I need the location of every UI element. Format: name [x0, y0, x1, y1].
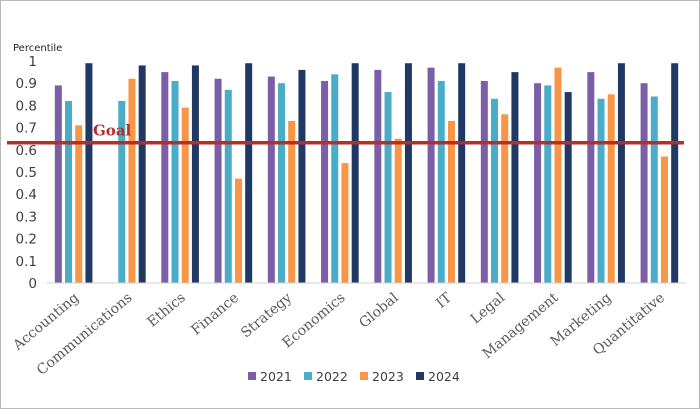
bar-2023-ethics [181, 107, 189, 284]
bar-2022-management [544, 85, 552, 283]
bar-2024-ethics [191, 65, 199, 283]
x-tick-label: Ethics [144, 290, 188, 331]
bar-2022-accounting [65, 100, 73, 284]
bar-2023-accounting [75, 125, 83, 283]
bar-2024-economics [351, 63, 359, 283]
y-tick-label: 0.5 [16, 165, 37, 181]
bar-2021-management [534, 83, 542, 283]
bar-2021-it [427, 67, 435, 283]
legend-label-2021: 2021 [260, 369, 292, 384]
bar-2021-finance [214, 78, 222, 283]
bar-2021-accounting [54, 85, 62, 283]
bar-2021-strategy [267, 76, 275, 283]
bar-2024-communications [138, 65, 146, 283]
goal-label: Goal [93, 122, 132, 140]
bar-2024-global [404, 63, 412, 283]
bar-2024-legal [511, 72, 519, 283]
y-tick-label: 0 [28, 276, 37, 292]
legend-label-2023: 2023 [372, 369, 404, 384]
legend-swatch-2024 [416, 372, 424, 380]
legend-swatch-2021 [248, 372, 256, 380]
bar-2022-finance [224, 89, 232, 283]
legend-label-2024: 2024 [428, 369, 460, 384]
y-tick-label: 0.4 [16, 187, 37, 203]
bar-2022-it [437, 80, 445, 283]
legend-swatch-2023 [360, 372, 368, 380]
bar-2023-communications [128, 78, 136, 283]
bar-2024-finance [245, 63, 253, 283]
bar-2022-global [384, 92, 392, 283]
bar-2023-global [394, 138, 402, 283]
bar-2022-quantitative [650, 96, 658, 284]
goal-line-group: Goal [7, 122, 684, 145]
bar-2022-economics [331, 74, 339, 283]
y-tick-label: 0.6 [16, 143, 37, 159]
bar-2022-legal [491, 98, 499, 284]
bar-2024-accounting [85, 63, 93, 283]
y-tick-labels: 0 0.1 0.2 0.3 0.4 0.5 0.6 0.7 0.8 0.9 1 [16, 54, 37, 292]
x-tick-label: Legal [468, 289, 509, 327]
y-axis-label: Percentile [13, 43, 62, 54]
bar-2024-management [564, 92, 572, 283]
y-tick-label: 0.1 [16, 254, 37, 270]
y-tick-label: 0.3 [16, 209, 37, 225]
bar-2023-it [447, 120, 455, 283]
bar-2022-marketing [597, 98, 605, 284]
bar-2023-legal [501, 114, 509, 283]
y-tick-label: 0.7 [16, 121, 37, 137]
x-tick-label: Finance [188, 290, 242, 339]
x-tick-label: IT [433, 289, 455, 311]
bar-2022-ethics [171, 80, 179, 283]
legend: 2021 2022 2023 2024 [248, 369, 460, 384]
bar-2023-management [554, 67, 562, 283]
bar-2024-strategy [298, 69, 306, 283]
y-tick-label: 1 [28, 54, 37, 70]
bar-2024-marketing [617, 63, 625, 283]
bar-2021-legal [480, 80, 488, 283]
y-tick-label: 0.8 [16, 98, 37, 114]
bars [54, 63, 679, 284]
bar-2022-communications [118, 100, 126, 284]
bar-2021-economics [321, 80, 329, 283]
bar-2023-economics [341, 163, 349, 283]
bar-2023-quantitative [660, 156, 668, 283]
x-tick-label: Communications [34, 290, 136, 379]
bar-2021-quantitative [640, 83, 648, 283]
x-tick-label: Global [356, 289, 402, 331]
legend-label-2022: 2022 [316, 369, 348, 384]
bar-2021-global [374, 69, 382, 283]
bar-2023-marketing [607, 94, 615, 283]
bar-2024-quantitative [671, 63, 679, 283]
bar-2024-it [458, 63, 466, 283]
bar-2023-strategy [288, 120, 296, 283]
bar-2023-finance [234, 178, 242, 283]
y-tick-label: 0.2 [16, 232, 37, 248]
legend-swatch-2022 [304, 372, 312, 380]
bar-2021-marketing [587, 72, 595, 283]
y-tick-label: 0.9 [16, 76, 37, 92]
bar-2021-ethics [161, 72, 169, 283]
bar-2022-strategy [278, 83, 286, 283]
